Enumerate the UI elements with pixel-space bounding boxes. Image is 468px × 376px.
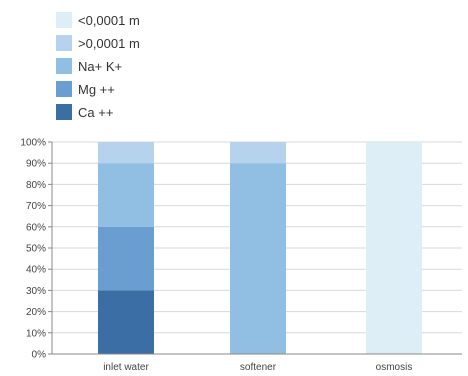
legend-label-0-0001-m: <0,0001 m xyxy=(78,13,140,28)
x-category-label-osmosis: osmosis xyxy=(376,362,413,373)
legend-swatch-mg xyxy=(56,81,72,97)
bar-segment-inlet-water-na-k xyxy=(98,163,154,227)
y-tick-label: 30% xyxy=(26,286,46,297)
x-axis-labels: inlet water softener osmosis xyxy=(103,362,412,373)
legend-swatch-0-0001-m xyxy=(56,35,72,51)
legend-label-mg: Mg ++ xyxy=(78,82,115,97)
x-category-label-inlet-water: inlet water xyxy=(103,362,149,373)
legend-label-0-0001-m: >0,0001 m xyxy=(78,36,140,51)
legend-swatch-0-0001-m xyxy=(56,12,72,28)
bar-segment-inlet-water-ca xyxy=(98,290,154,354)
y-tick-label: 10% xyxy=(26,328,46,339)
legend-label-na-k: Na+ K+ xyxy=(78,59,122,74)
bar-segment-osmosis-0-0001-m xyxy=(366,142,422,354)
y-tick-label: 80% xyxy=(26,180,46,191)
x-category-label-softener: softener xyxy=(240,362,277,373)
y-tick-label: 0% xyxy=(32,350,47,361)
y-tick-label: 50% xyxy=(26,244,46,255)
bar-segment-softener-na-k xyxy=(230,163,286,354)
legend-swatch-na-k xyxy=(56,58,72,74)
y-tick-label: 40% xyxy=(26,265,46,276)
bars xyxy=(98,142,422,354)
legend-swatch-ca xyxy=(56,104,72,120)
bar-segment-inlet-water-0-0001-m xyxy=(98,142,154,164)
y-tick-label: 90% xyxy=(26,159,46,170)
bar-segment-softener-0-0001-m xyxy=(230,142,286,164)
y-tick-label: 20% xyxy=(26,307,46,318)
legend-label-ca: Ca ++ xyxy=(78,105,113,120)
y-tick-label: 100% xyxy=(20,138,46,149)
y-axis-ticks: 0% 10% 20% 30% 40% 50% 60% 70% 80% 90% 100% xyxy=(20,138,52,361)
y-tick-label: 70% xyxy=(26,201,46,212)
chart-legend: <0,0001 m >0,0001 m Na+ K+ Mg ++ Ca ++ xyxy=(56,12,140,120)
bar-segment-inlet-water-mg xyxy=(98,226,154,291)
y-tick-label: 60% xyxy=(26,222,46,233)
